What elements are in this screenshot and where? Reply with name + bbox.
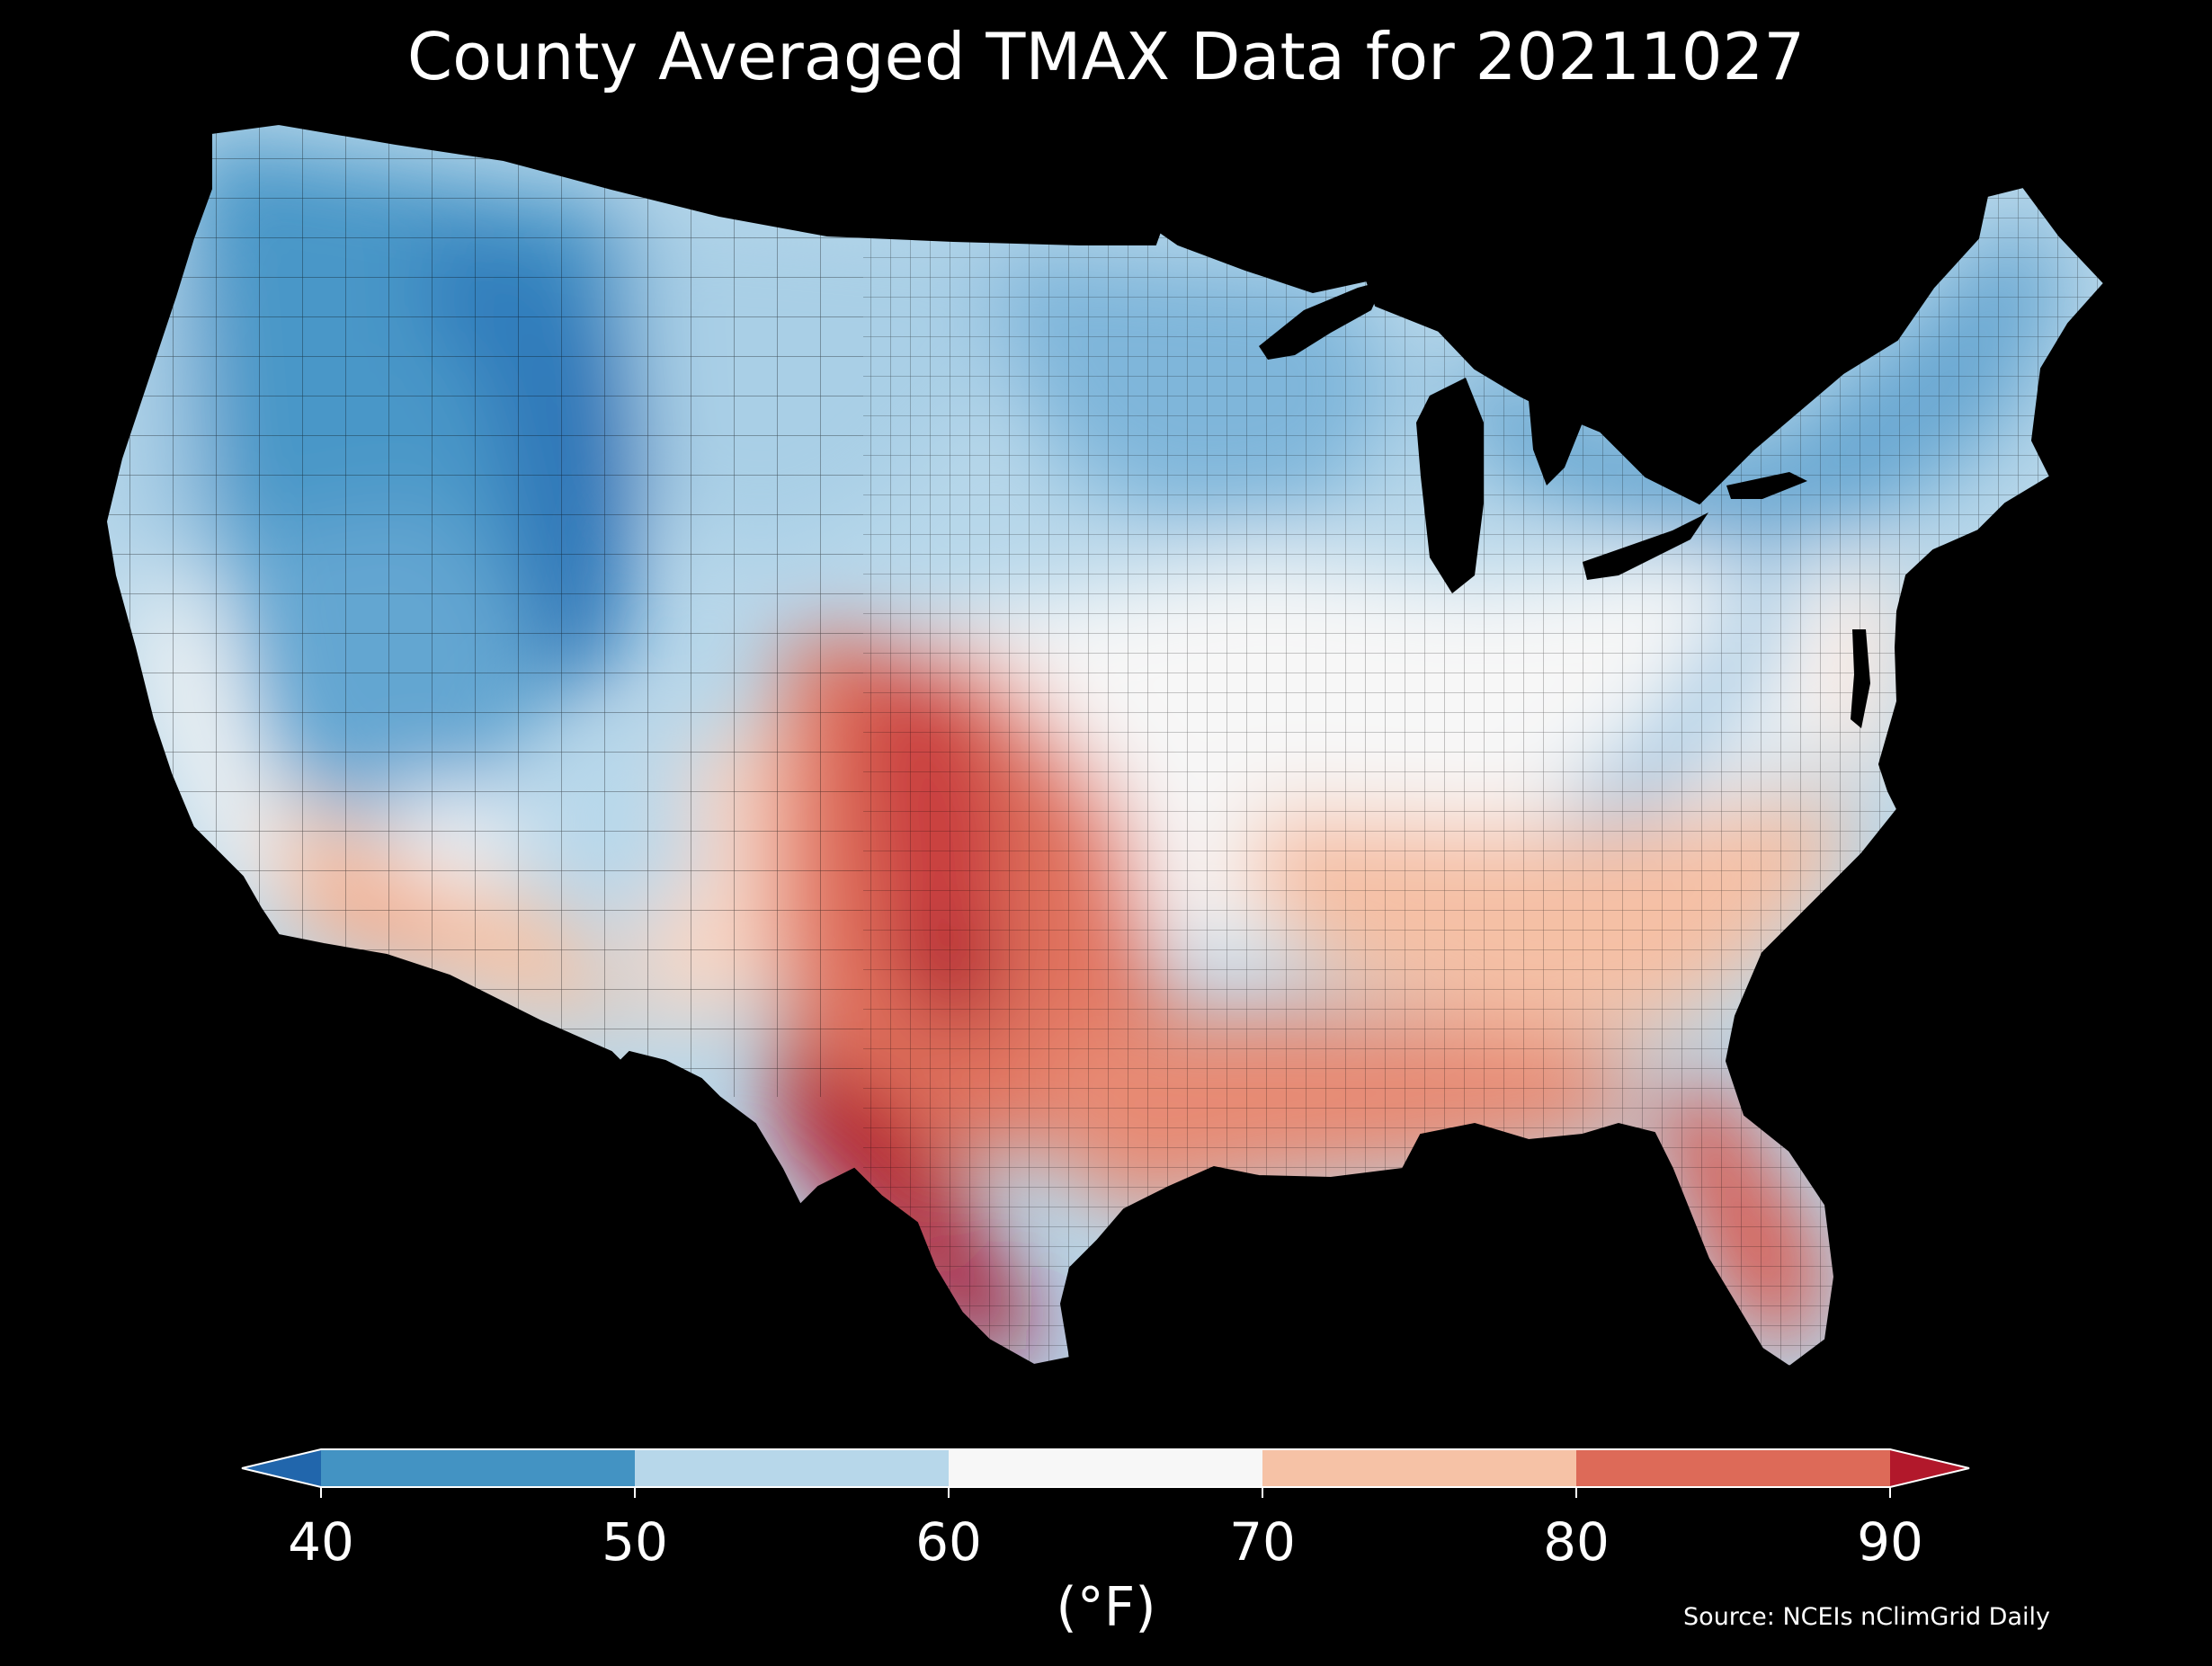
lake-huron [1529,387,1583,486]
colorbar-bin-60-70 [949,1449,1263,1487]
source-credit: Source: NCEIs nClimGrid Daily [1683,1603,2050,1631]
lake-erie [1583,512,1708,580]
colorbar-bin-70-80 [1262,1449,1577,1487]
colorbar-bin-80-90 [1576,1449,1891,1487]
tick-label-70: 70 [1229,1511,1296,1572]
colorbar-bin-40-50 [321,1449,636,1487]
lake-superior [1259,281,1385,360]
lake-michigan [1416,378,1484,593]
lake-ontario [1726,472,1807,499]
tick-label-80: 80 [1543,1511,1610,1572]
tick-label-60: 60 [915,1511,982,1572]
tick-label-50: 50 [602,1511,668,1572]
great-lakes [1259,281,1870,728]
colorbar-bin-50-60 [635,1449,950,1487]
map-title: County Averaged TMAX Data for 20211027 [406,19,1806,94]
tick-label-90: 90 [1857,1511,1923,1572]
colorbar-extend-low [242,1449,321,1487]
colorbar-extend-high [1890,1449,1969,1487]
tick-label-40: 40 [288,1511,354,1572]
colorbar-unit-label: (°F) [1056,1576,1156,1639]
chesapeake-bay [1851,629,1870,728]
